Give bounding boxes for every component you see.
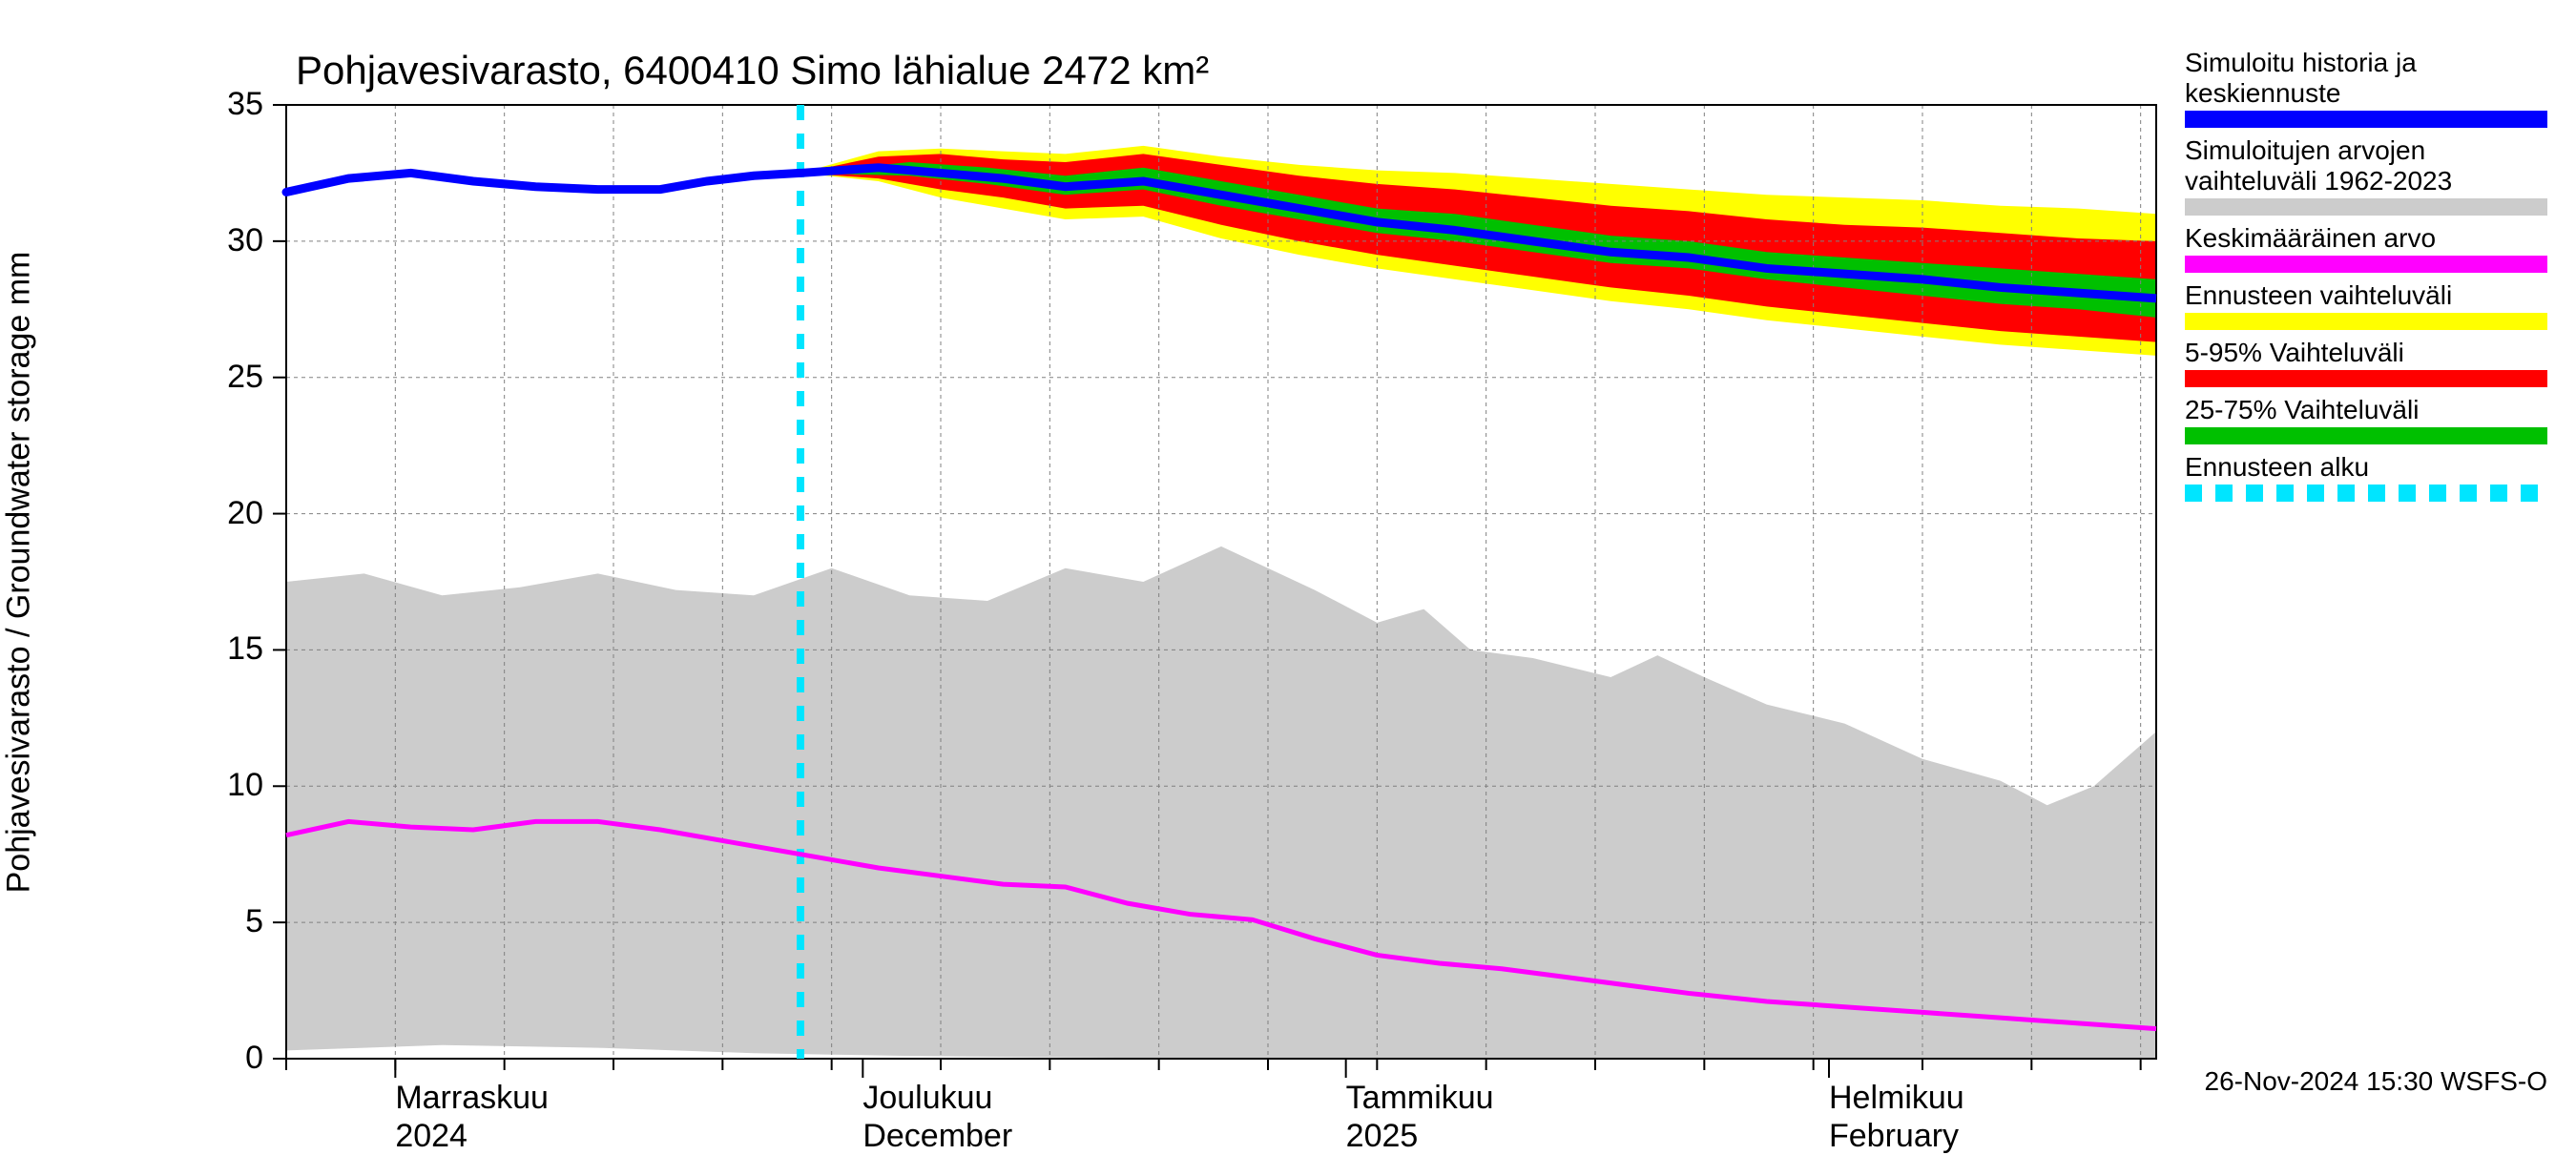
legend-item: Keskimääräinen arvo [2185,223,2547,273]
history-line [286,173,800,192]
legend: Simuloitu historia jakeskiennusteSimuloi… [2185,48,2547,509]
x-month-label: Joulukuu [862,1080,992,1117]
x-month-sublabel: December [862,1118,1012,1155]
legend-swatch [2185,198,2547,216]
y-tick-label: 25 [227,359,263,396]
historical-range-band [286,547,2156,1059]
legend-swatch [2185,256,2547,273]
legend-swatch [2185,370,2547,387]
x-month-sublabel: 2025 [1346,1118,1419,1155]
x-month-sublabel: February [1829,1118,1959,1155]
x-month-label: Tammikuu [1346,1080,1494,1117]
chart-container: Pohjavesivarasto / Groundwater storage m… [0,0,2576,1145]
x-month-sublabel: 2024 [395,1118,467,1155]
legend-label: Simuloitujen arvojen [2185,135,2547,166]
y-tick-label: 15 [227,630,263,668]
legend-swatch [2185,427,2547,444]
legend-item: Simuloitu historia jakeskiennuste [2185,48,2547,128]
legend-label: 5-95% Vaihteluväli [2185,338,2547,368]
legend-label: Ennusteen vaihteluväli [2185,280,2547,311]
y-tick-label: 10 [227,767,263,804]
legend-item: 5-95% Vaihteluväli [2185,338,2547,387]
legend-label: 25-75% Vaihteluväli [2185,395,2547,425]
legend-item: Ennusteen vaihteluväli [2185,280,2547,330]
legend-label: vaihteluväli 1962-2023 [2185,166,2547,196]
x-month-label: Helmikuu [1829,1080,1964,1117]
legend-label: Keskimääräinen arvo [2185,223,2547,254]
y-tick-label: 35 [227,86,263,123]
y-tick-label: 20 [227,495,263,532]
legend-swatch [2185,313,2547,330]
footer-timestamp: 26-Nov-2024 15:30 WSFS-O [2205,1066,2548,1097]
legend-label: Ennusteen alku [2185,452,2547,483]
legend-swatch [2185,111,2547,128]
legend-label: keskiennuste [2185,78,2547,109]
y-tick-label: 5 [245,903,263,940]
y-tick-label: 0 [245,1040,263,1077]
legend-item: Ennusteen alku [2185,452,2547,502]
legend-item: Simuloitujen arvojenvaihteluväli 1962-20… [2185,135,2547,216]
x-month-label: Marraskuu [395,1080,549,1117]
legend-item: 25-75% Vaihteluväli [2185,395,2547,444]
y-tick-label: 30 [227,222,263,259]
legend-swatch [2185,485,2547,502]
legend-label: Simuloitu historia ja [2185,48,2547,78]
